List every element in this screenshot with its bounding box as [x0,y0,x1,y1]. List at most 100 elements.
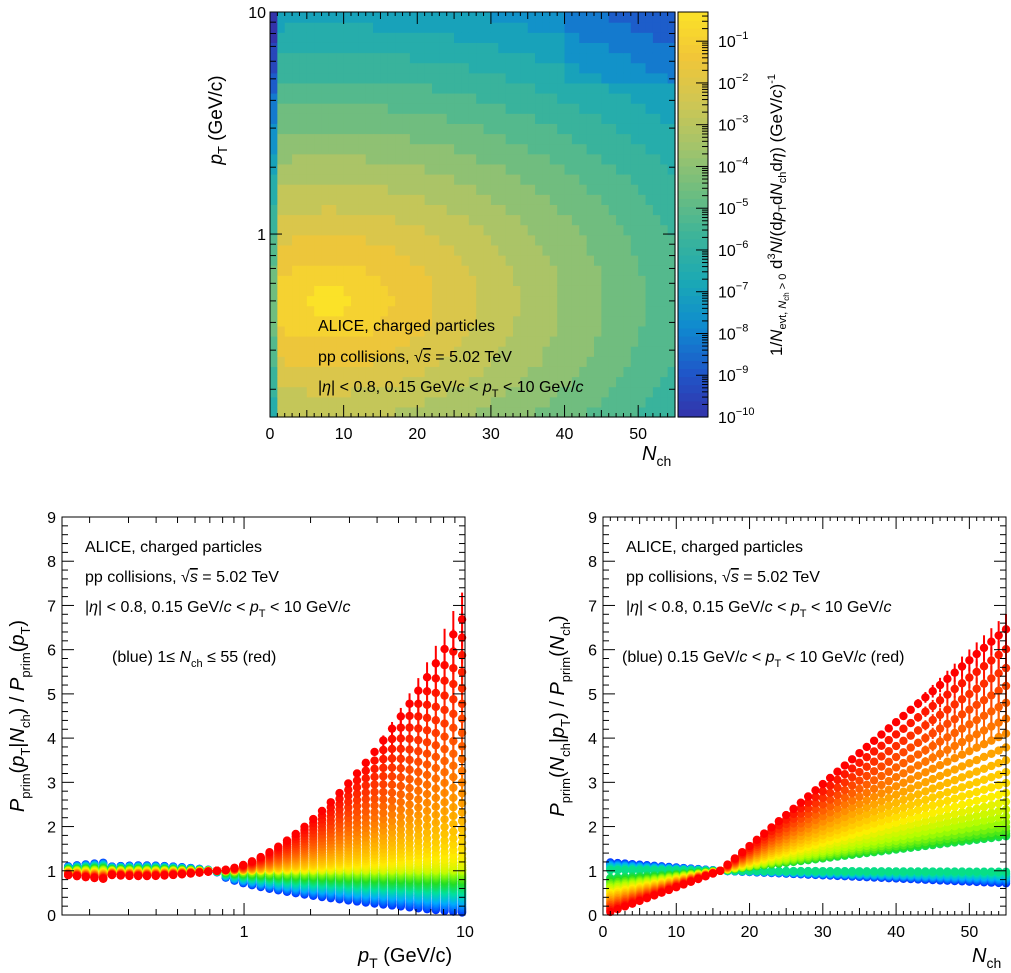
heatmap-cell [652,295,661,307]
heatmap-cell [638,174,647,185]
heatmap-cell [623,22,632,33]
heatmap-cell [498,396,507,408]
heatmap-cell [314,143,323,155]
heatmap-cell [579,204,588,216]
heatmap-cell [402,194,411,205]
heatmap-cell [461,42,470,54]
heatmap-cell [652,224,661,236]
heatmap-cell [505,396,514,408]
heatmap-cell [571,12,580,23]
heatmap-cell [446,305,455,317]
heatmap-cell [380,275,389,286]
colorbar-tick-label: 10−1 [718,30,748,51]
heatmap-cell [270,42,278,54]
data-point [396,818,406,828]
heatmap-cell [483,22,492,33]
heatmap-cell [461,82,470,94]
heatmap-cell [432,204,440,216]
heatmap-cell [373,336,382,347]
heatmap-cell [351,52,359,64]
heatmap-cell [299,22,308,33]
heatmap-cell [498,325,507,337]
heatmap-cell [321,406,330,418]
heatmap-cell [358,295,367,307]
heatmap-cell [490,62,499,74]
heatmap-cell [424,275,433,286]
heatmap-cell [549,305,558,317]
heatmap-cell [461,244,470,256]
heatmap-cell [490,214,499,226]
heatmap-cell [328,336,337,347]
heatmap-cell [564,62,573,74]
data-point [379,787,388,797]
heatmap-cell [630,346,639,357]
heatmap-cell [535,32,544,43]
heatmap-cell [468,163,477,175]
heatmap-cell [409,133,418,145]
heatmap-cell [520,12,529,23]
heatmap-cell [365,32,374,43]
heatmap-cell [630,396,639,408]
heatmap-cell [564,184,573,195]
heatmap-cell [373,143,382,155]
heatmap-cell [520,275,529,286]
heatmap-cell [432,22,440,33]
heatmap-cell [417,153,426,165]
heatmap-cell [652,406,661,418]
heatmap-cell [284,214,293,226]
heatmap-cell [446,224,455,236]
heatmap-cell [483,32,492,43]
heatmap-cell [638,82,647,94]
heatmap-cell [373,52,382,64]
heatmap-cell [365,244,374,256]
heatmap-cell [616,295,625,307]
heatmap-cell [645,305,654,317]
heatmap-cell [630,163,639,175]
heatmap-cell [490,32,499,43]
heatmap-cell [652,396,661,408]
heatmap-cell [660,244,669,256]
heatmap-cell [505,163,514,175]
heatmap-cell [564,265,573,276]
heatmap-cell [645,174,654,185]
heatmap-cell [380,336,389,347]
heatmap-cell [660,42,669,54]
heatmap-cell [343,386,352,398]
colorbar-band [678,190,708,199]
heatmap-cell [351,153,359,165]
heatmap-cell [321,113,330,124]
heatmap-cell [579,305,588,317]
heatmap-cell [284,275,293,286]
heatmap-cell [432,42,440,54]
heatmap-cell [454,93,463,104]
heatmap-cell [365,285,374,297]
heatmap-cell [652,386,661,398]
heatmap-cell [594,234,602,246]
heatmap-cell [306,12,315,23]
heatmap-cell [630,376,639,388]
heatmap-cell [542,153,551,165]
heatmap-cell [542,305,551,317]
heatmap-cell [395,93,404,104]
heatmap-cell [439,356,448,367]
heatmap-cell [505,204,514,216]
heatmap-cell [483,72,492,84]
heatmap-cell [461,123,470,135]
heatmap-cell [306,93,315,104]
heatmap-cell [395,285,404,297]
heatmap-cell [299,42,308,54]
heatmap-cell [498,184,507,195]
heatmap-cell [277,103,286,114]
heatmap-cell [557,113,566,124]
heatmap-cell [594,42,602,54]
heatmap-cell [336,42,345,54]
heatmap-cell [660,62,669,74]
heatmap-cell [284,93,293,104]
heatmap-cell [468,113,477,124]
heatmap-cell [380,366,389,378]
heatmap-cell [564,194,573,205]
heatmap-cell [601,325,610,337]
heatmap-cell [446,184,455,195]
heatmap-cell [409,184,418,195]
heatmap-cell [490,396,499,408]
